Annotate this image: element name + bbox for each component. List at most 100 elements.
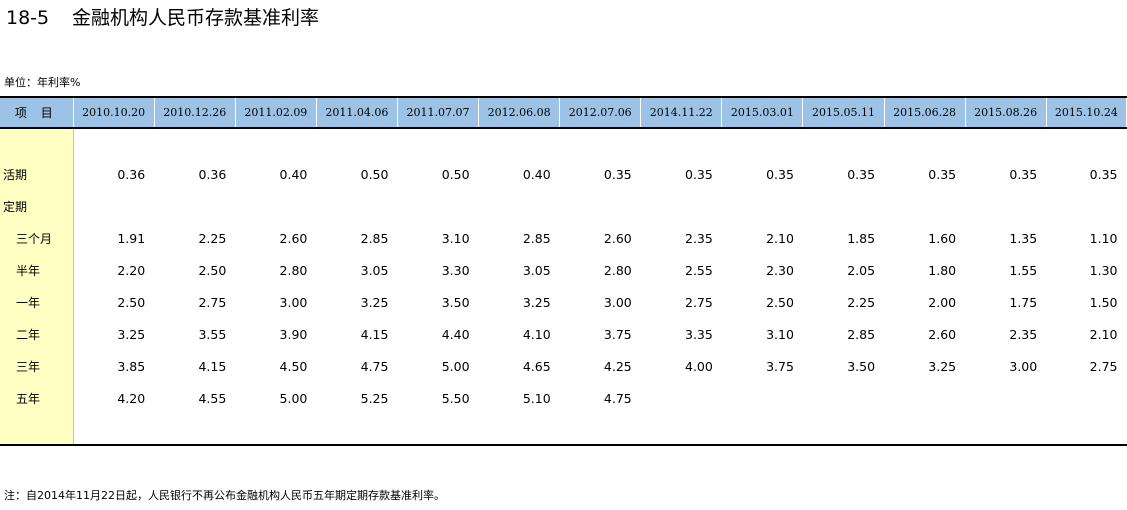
rate-cell xyxy=(884,382,965,414)
rate-cell: 5.00 xyxy=(441,358,470,374)
rate-cell xyxy=(965,382,1046,414)
rate-cell: 4.40 xyxy=(441,326,470,342)
rate-cell: 0.35 xyxy=(928,166,957,182)
rate-cell: 1.50 xyxy=(1089,294,1118,310)
blank-cell xyxy=(154,414,236,446)
row-label: 二年 xyxy=(0,318,74,350)
rate-cell: 2.50 xyxy=(198,262,227,278)
footnote: 注：自2014年11月22日起，人民银行不再公布金融机构人民币五年期定期存款基准… xyxy=(4,489,445,502)
header-date: 2015.06.28 xyxy=(883,96,966,129)
table-row: 五年 4.20 4.55 5.00 5.25 5.50 5.10 4.75 xyxy=(0,382,1127,414)
header-item: 项 目 xyxy=(0,96,74,129)
rate-cell: 4.25 xyxy=(603,358,632,374)
rate-cell: 2.35 xyxy=(685,230,713,246)
rate-cell: 5.10 xyxy=(522,390,551,406)
rate-cell: 2.60 xyxy=(279,230,308,246)
rate-cell: 0.35 xyxy=(1009,166,1038,182)
rate-cell: 3.25 xyxy=(522,294,551,310)
rate-cell: 3.05 xyxy=(522,262,551,278)
rate-cell: 1.35 xyxy=(1009,230,1038,246)
header-row: 项 目 2010.10.20 2010.12.26 2011.02.09 2011.0… xyxy=(0,96,1127,129)
rate-cell: 0.40 xyxy=(279,166,308,182)
rate-cell: 1.55 xyxy=(1009,262,1038,278)
rate-cell: 0.36 xyxy=(117,166,146,182)
rate-cell: 3.35 xyxy=(685,326,713,342)
row-label: 三个月 xyxy=(0,222,74,254)
rate-cell: 2.10 xyxy=(766,230,794,246)
rate-cell: 3.30 xyxy=(441,262,470,278)
table-body: 活期 0.36 0.36 0.40 0.50 0.50 0.40 0.35 0.35 0.35 0.… xyxy=(0,128,1127,446)
header-date: 2015.05.11 xyxy=(802,96,885,129)
rate-cell xyxy=(560,190,641,222)
rate-cell xyxy=(479,190,560,222)
blank-cell xyxy=(478,414,560,446)
row-label: 三年 xyxy=(0,350,74,382)
blank-cell xyxy=(73,128,154,158)
rate-cell: 2.50 xyxy=(117,294,146,310)
rate-cell: 1.30 xyxy=(1089,262,1118,278)
table-row: 三个月 1.91 2.25 2.60 2.85 3.10 2.85 2.60 2.35 2.10 1… xyxy=(0,222,1127,254)
rate-cell xyxy=(722,190,803,222)
rate-cell: 3.75 xyxy=(603,326,632,342)
header-date: 2011.07.07 xyxy=(396,96,480,129)
row-label: 半年 xyxy=(0,254,74,286)
rate-cell: 5.25 xyxy=(360,390,389,406)
rate-cell: 1.10 xyxy=(1089,230,1118,246)
rate-cell: 2.25 xyxy=(847,294,876,310)
rate-cell: 1.60 xyxy=(928,230,957,246)
rate-cell: 3.25 xyxy=(117,326,146,342)
rate-cell: 0.36 xyxy=(198,166,227,182)
row-label: 五年 xyxy=(0,382,74,414)
rate-cell xyxy=(235,190,316,222)
row-label-blank xyxy=(0,128,74,158)
rate-cell xyxy=(803,382,884,414)
rate-cell: 2.75 xyxy=(1089,358,1118,374)
spacer-row xyxy=(0,414,1127,446)
header-date: 2010.12.26 xyxy=(153,96,236,129)
header-date: 2011.04.06 xyxy=(315,96,398,129)
rate-cell: 3.25 xyxy=(928,358,957,374)
rate-cell: 4.10 xyxy=(522,326,551,342)
rate-cell: 2.10 xyxy=(1089,326,1118,342)
rate-cell: 2.00 xyxy=(928,294,957,310)
unit-label: 单位：年利率% xyxy=(4,76,81,89)
rate-cell: 2.75 xyxy=(685,294,713,310)
rate-cell xyxy=(1046,190,1126,222)
rate-cell: 0.35 xyxy=(603,166,632,182)
rate-cell: 0.50 xyxy=(441,166,470,182)
table-row: 二年 3.25 3.55 3.90 4.15 4.40 4.10 3.75 3.35 3.10 2.… xyxy=(0,318,1127,350)
rate-cell: 1.85 xyxy=(847,230,876,246)
rate-cell xyxy=(641,382,722,414)
blank-cell xyxy=(884,414,966,446)
rate-cell xyxy=(397,190,478,222)
rate-cell: 3.00 xyxy=(279,294,308,310)
blank-cell xyxy=(397,414,479,446)
rate-cell: 3.75 xyxy=(766,358,794,374)
rate-cell: 2.25 xyxy=(198,230,227,246)
table-title: 金融机构人民币存款基准利率 xyxy=(72,7,320,29)
table-row: 活期 0.36 0.36 0.40 0.50 0.50 0.40 0.35 0.35 0.35 0.… xyxy=(0,158,1127,190)
rate-cell: 4.15 xyxy=(360,326,389,342)
blank-cell xyxy=(721,414,803,446)
header-date: 2012.07.06 xyxy=(559,96,642,129)
row-label: 活期 xyxy=(0,158,74,190)
rate-cell: 4.55 xyxy=(198,390,227,406)
table-number: 18-5 xyxy=(6,7,50,29)
rate-cell: 4.75 xyxy=(603,390,632,406)
rate-cell: 5.00 xyxy=(279,390,308,406)
table-row: 三年 3.85 4.15 4.50 4.75 5.00 4.65 4.25 4.00 3.75 3.… xyxy=(0,350,1127,382)
rate-cell: 2.55 xyxy=(685,262,713,278)
blank-cell xyxy=(1046,414,1127,446)
rate-cell: 2.35 xyxy=(1009,326,1038,342)
rate-cell: 4.00 xyxy=(685,358,713,374)
header-date: 2014.11.22 xyxy=(640,96,723,129)
rate-cell: 0.50 xyxy=(360,166,389,182)
rate-cell: 2.75 xyxy=(198,294,227,310)
rate-cell xyxy=(641,190,722,222)
spacer-row xyxy=(0,128,1127,158)
row-label: 定期 xyxy=(0,190,74,222)
rate-cell: 0.35 xyxy=(847,166,876,182)
rate-cell: 2.80 xyxy=(603,262,632,278)
rate-cell xyxy=(722,382,803,414)
page-title: 18-5 金融机构人民币存款基准利率 xyxy=(6,6,319,30)
